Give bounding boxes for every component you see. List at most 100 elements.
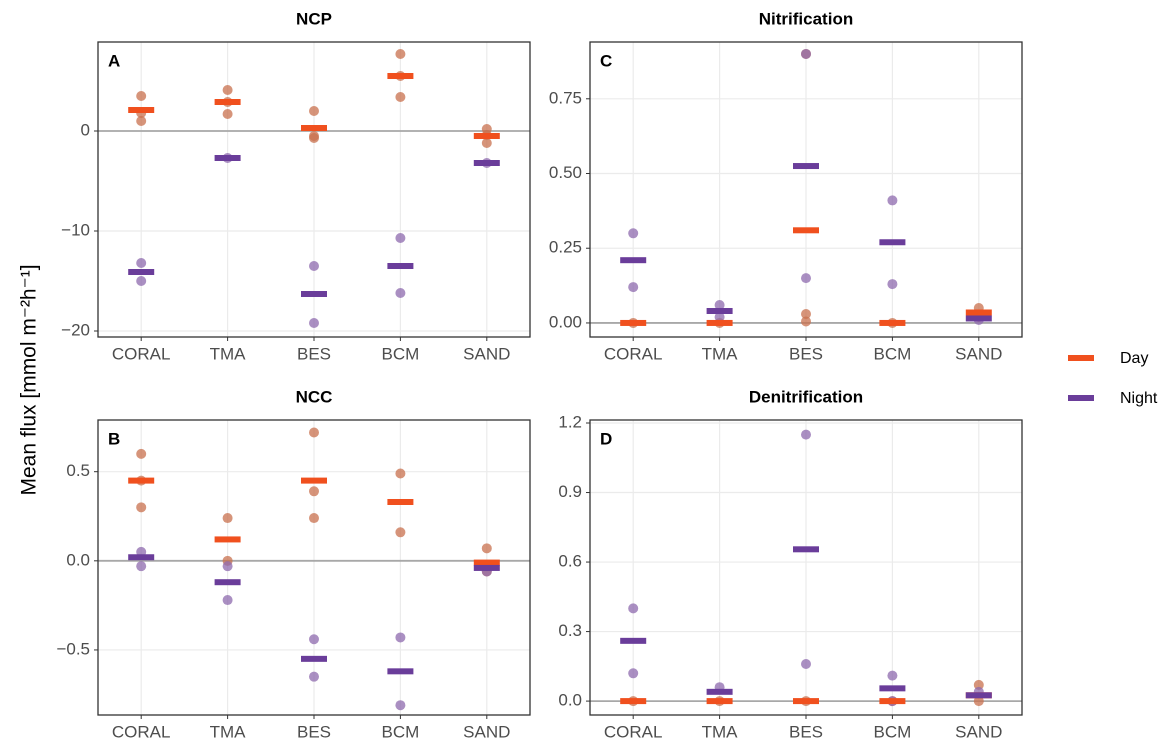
data-point [887,195,898,206]
data-point [222,561,233,572]
mean-bar [706,307,733,314]
x-tick-label: BCM [874,722,912,741]
mean-bar [128,554,155,561]
mean-bar [473,564,500,571]
mean-bar [620,319,647,326]
x-tick-label: BCM [382,344,420,363]
mean-bar [965,692,992,699]
x-tick-label: TMA [702,344,739,363]
x-tick-label: CORAL [604,344,663,363]
data-point [481,138,492,148]
data-point [136,502,147,513]
data-point [801,273,811,284]
y-tick-label: 0.75 [549,88,582,107]
mean-bar [387,498,414,505]
data-point [309,133,319,143]
x-tick-label: BCM [874,344,912,363]
mean-bar [128,477,155,484]
data-point [628,603,639,614]
y-tick-label: 0.3 [558,621,582,640]
data-point [801,48,811,59]
x-tick-label: BCM [382,722,420,741]
mean-bar [706,319,733,326]
mean-bar [301,291,327,297]
panel-label: A [108,51,120,70]
mean-bar [214,155,241,161]
mean-bar [387,263,414,269]
x-tick-label: CORAL [112,722,171,741]
legend-label: Day [1120,350,1148,367]
mean-bar [473,559,500,566]
mean-bar [706,688,733,695]
mean-bar [965,315,992,322]
legend-swatch [1068,395,1094,401]
data-point [628,282,639,293]
data-point [136,91,147,101]
data-point [395,288,406,298]
data-point [973,679,984,690]
chart-title: NCC [296,387,333,406]
y-tick-label: 0.50 [549,163,582,182]
data-point [395,468,406,479]
y-axis-label: Mean flux [mmol m⁻²h⁻¹] [18,264,41,495]
y-tick-label: 0.6 [558,552,582,571]
legend-label: Night [1120,390,1158,407]
mean-bar [387,73,414,79]
data-point [309,671,319,682]
data-point [309,318,319,328]
mean-bar [473,160,500,166]
mean-bar [879,685,906,692]
mean-bar [620,637,647,644]
x-tick-label: BES [297,344,331,363]
x-tick-label: SAND [463,344,510,363]
data-point [628,668,639,679]
data-point [887,279,898,290]
mean-bar [214,579,241,586]
legend-swatch [1068,355,1094,361]
data-point [801,429,811,440]
mean-bar [793,546,819,553]
data-point [973,696,984,707]
data-point [222,85,233,95]
data-point [309,106,319,116]
data-point [309,486,319,497]
y-tick-label: 0.25 [549,238,582,257]
y-tick-label: 0.9 [558,482,582,501]
mean-bar [301,655,327,662]
mean-bar [965,309,992,316]
y-tick-label: −10 [61,220,90,239]
x-tick-label: TMA [210,722,247,741]
x-tick-label: SAND [463,722,510,741]
data-point [628,228,639,239]
mean-bar [620,698,647,705]
data-point [801,316,811,327]
data-point [222,595,233,606]
mean-bar [387,668,414,675]
mean-bar [620,257,647,264]
x-tick-label: TMA [702,722,739,741]
data-point [395,49,406,59]
x-tick-label: CORAL [112,344,171,363]
x-tick-label: BES [789,344,823,363]
mean-bar [879,698,906,705]
y-tick-label: 0.5 [66,461,90,480]
mean-bar [214,99,241,105]
mean-bar [706,698,733,705]
panel-frame [97,41,531,338]
mean-bar [128,269,155,275]
mean-bar [793,163,819,170]
y-tick-label: 1.2 [558,412,582,431]
data-point [136,258,147,268]
mean-bar [214,536,241,543]
y-tick-label: 0.0 [66,550,90,569]
data-point [309,261,319,271]
data-point [309,513,319,524]
data-point [714,311,725,322]
y-tick-label: 0.00 [549,312,582,331]
mean-bar [301,477,327,484]
data-point [136,448,147,459]
panel-frame [589,41,1023,338]
y-tick-label: −20 [61,320,90,339]
data-point [395,700,406,711]
